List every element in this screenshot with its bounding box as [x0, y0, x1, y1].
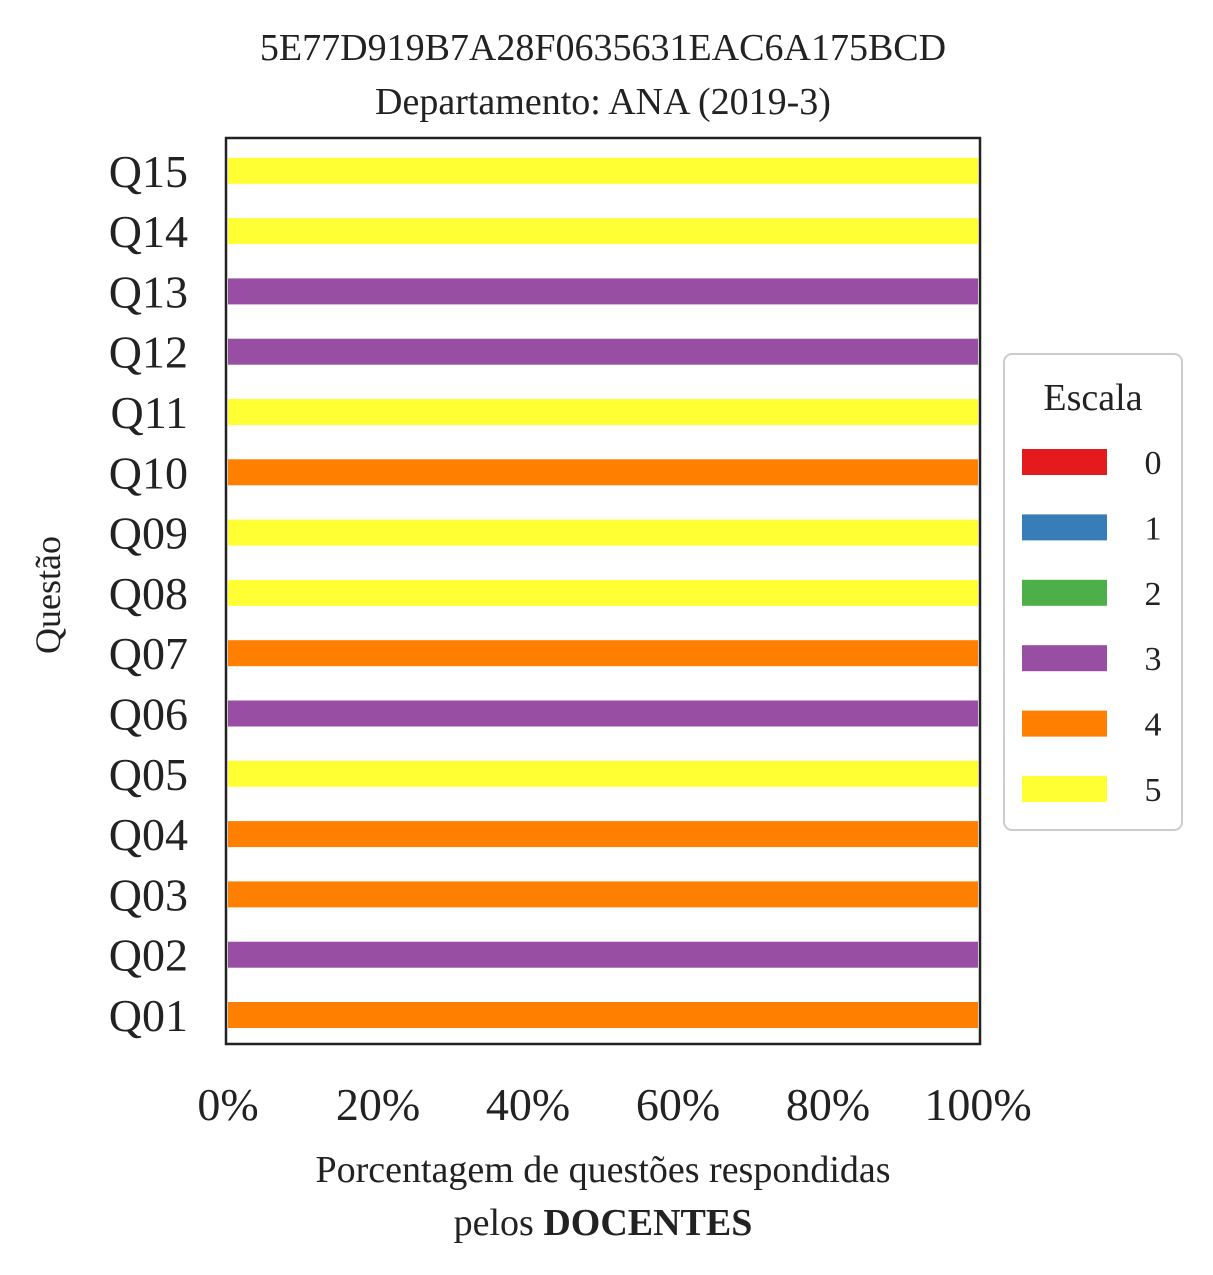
y-tick-labels: Q01 Q02 Q03 Q04 Q05 Q06 Q07 Q08 Q09 Q10 Q11 Q12 Q13 Q…	[109, 146, 188, 1041]
bar-q08-scale-5	[228, 579, 978, 606]
x-tick-label-80: 80%	[786, 1079, 870, 1130]
legend-swatch-3	[1022, 645, 1107, 672]
bar-q11-scale-5	[228, 399, 978, 425]
x-tick-label-60: 60%	[636, 1079, 720, 1130]
legend-label-4: 4	[1145, 707, 1162, 744]
bar-q05-scale-5	[228, 760, 978, 787]
x-tick-labels: 0% 20% 40% 60% 80% 100%	[197, 1079, 1031, 1130]
y-axis-label: Questão	[28, 536, 68, 654]
x-axis-label-prefix: pelos	[454, 1202, 544, 1244]
x-axis-label-bold: DOCENTES	[543, 1202, 752, 1244]
x-tick-label-40: 40%	[486, 1079, 570, 1130]
bars-group	[228, 157, 978, 1028]
x-tick-label-20: 20%	[336, 1079, 420, 1130]
chart-title: 5E77D919B7A28F0635631EAC6A175BCD	[260, 27, 946, 69]
legend-swatch-4	[1022, 710, 1107, 737]
bar-q15-scale-5	[228, 157, 978, 184]
y-tick-label-q10: Q10	[109, 447, 188, 498]
legend-label-0: 0	[1145, 445, 1162, 482]
x-tick-label-100: 100%	[924, 1079, 1031, 1130]
bar-q01-scale-4	[228, 1002, 978, 1028]
y-tick-label-q05: Q05	[109, 749, 188, 800]
bar-q10-scale-4	[228, 459, 978, 486]
y-tick-label-q09: Q09	[109, 508, 188, 559]
y-tick-label-q08: Q08	[109, 568, 188, 619]
y-tick-label-q14: Q14	[109, 206, 188, 257]
bar-q13-scale-3	[228, 278, 978, 305]
legend-items: 0 1 2 3 4 5	[1022, 445, 1162, 809]
y-tick-label-q06: Q06	[109, 689, 188, 740]
bar-q12-scale-3	[228, 338, 978, 365]
y-tick-label-q04: Q04	[109, 809, 188, 860]
y-tick-label-q03: Q03	[109, 869, 188, 920]
y-tick-label-q02: Q02	[109, 930, 188, 981]
legend-swatch-1	[1022, 514, 1107, 541]
chart-subtitle: Departamento: ANA (2019-3)	[375, 81, 831, 123]
bar-q07-scale-4	[228, 640, 978, 667]
y-tick-label-q12: Q12	[109, 327, 188, 378]
y-tick-label-q01: Q01	[109, 990, 188, 1041]
legend-swatch-0	[1022, 449, 1107, 475]
x-tick-label-0: 0%	[197, 1079, 258, 1130]
x-axis-label-line2: pelos DOCENTES	[454, 1202, 753, 1244]
bar-q03-scale-4	[228, 881, 978, 908]
bar-q06-scale-3	[228, 700, 978, 727]
bar-q04-scale-4	[228, 821, 978, 848]
legend-label-2: 2	[1145, 576, 1162, 613]
y-tick-label-q07: Q07	[109, 628, 188, 679]
y-tick-label-q15: Q15	[109, 146, 188, 197]
x-axis-label-line1: Porcentagem de questões respondidas	[315, 1149, 890, 1191]
y-tick-label-q11: Q11	[110, 387, 188, 438]
bar-q02-scale-3	[228, 941, 978, 968]
legend-swatch-5	[1022, 776, 1107, 802]
y-tick-label-q13: Q13	[109, 266, 188, 317]
legend: Escala 0 1 2 3 4 5	[1003, 353, 1183, 831]
bar-q14-scale-5	[228, 218, 978, 245]
legend-label-3: 3	[1145, 641, 1162, 678]
bar-q09-scale-5	[228, 519, 978, 546]
legend-label-1: 1	[1145, 510, 1162, 547]
legend-swatch-2	[1022, 579, 1107, 606]
plot-frame	[224, 136, 982, 1046]
legend-label-5: 5	[1145, 772, 1162, 809]
legend-title: Escala	[1043, 377, 1142, 419]
